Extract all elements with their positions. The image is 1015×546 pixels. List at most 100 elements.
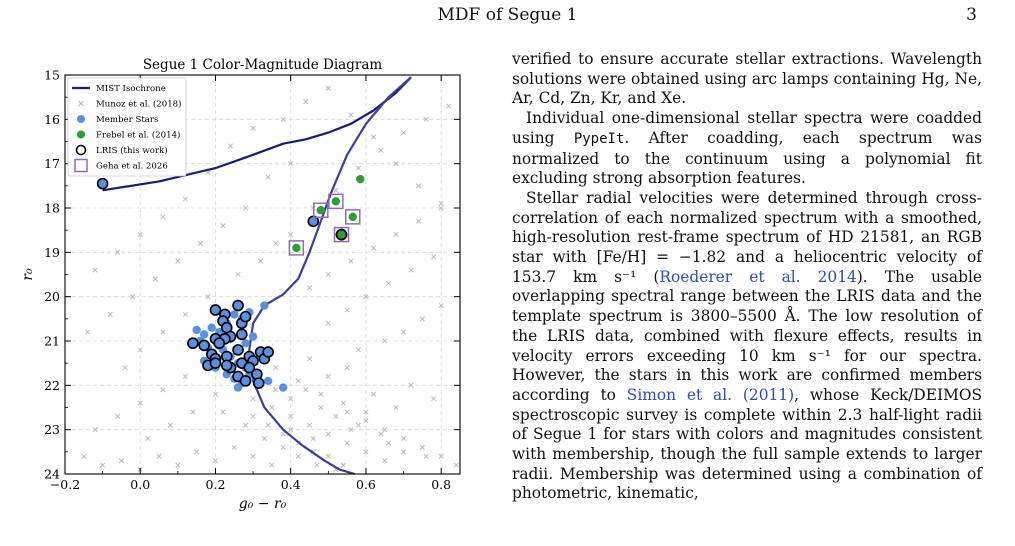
munoz-point-stroke bbox=[382, 338, 388, 344]
lris-point bbox=[232, 344, 244, 356]
munoz-point-stroke bbox=[348, 258, 354, 264]
munoz-point-stroke bbox=[156, 453, 162, 459]
lris-point bbox=[220, 359, 233, 372]
cmd-figure: Segue 1 Color-Magnitude Diagram −0.2 0.0 0.… bbox=[10, 52, 470, 542]
munoz-point-stroke bbox=[265, 422, 271, 428]
munoz-point-stroke bbox=[438, 201, 444, 207]
munoz-point-stroke bbox=[231, 444, 237, 450]
munoz-point-stroke bbox=[401, 449, 407, 455]
y-tick-label: 17 bbox=[44, 156, 60, 171]
munoz-point-stroke bbox=[401, 435, 407, 442]
munoz-point-stroke bbox=[250, 396, 256, 402]
legend-label: LRIS (this work) bbox=[96, 145, 168, 156]
frebel-point bbox=[348, 212, 357, 222]
munoz-point-stroke bbox=[333, 413, 339, 419]
munoz-point-stroke bbox=[250, 413, 256, 419]
munoz-point-stroke bbox=[355, 422, 361, 428]
munoz-point-stroke bbox=[325, 431, 331, 437]
munoz-point-stroke bbox=[419, 316, 425, 322]
lris-point bbox=[213, 337, 226, 350]
munoz-point-stroke bbox=[152, 276, 158, 282]
y-tick-label: 19 bbox=[44, 245, 60, 260]
munoz-point-stroke bbox=[325, 373, 331, 380]
munoz-point-stroke bbox=[130, 294, 136, 300]
lris-point bbox=[239, 310, 252, 323]
munoz-point-stroke bbox=[100, 462, 106, 468]
cmd-chart: Segue 1 Color-Magnitude Diagram −0.2 0.0 0.… bbox=[20, 57, 461, 512]
citation-roederer-2014[interactable]: Roederer et al. 2014 bbox=[659, 267, 857, 286]
munoz-point-stroke bbox=[325, 453, 331, 459]
munoz-point-stroke bbox=[385, 440, 392, 446]
member-point bbox=[278, 383, 288, 392]
munoz-point-stroke bbox=[385, 280, 392, 286]
munoz-point-stroke bbox=[370, 134, 377, 140]
munoz-point-stroke bbox=[122, 365, 128, 371]
munoz-point-stroke bbox=[280, 444, 286, 450]
munoz-point-stroke bbox=[227, 143, 234, 149]
munoz-point-stroke bbox=[288, 396, 294, 402]
munoz-point-stroke bbox=[137, 232, 143, 238]
munoz-point-stroke bbox=[423, 453, 429, 459]
citation-simon-2011[interactable]: Simon et al. (2011) bbox=[626, 385, 795, 404]
x-tick-label: 0.4 bbox=[281, 477, 301, 492]
frebel-point bbox=[316, 206, 326, 215]
munoz-point-stroke bbox=[107, 311, 113, 317]
munoz-point-stroke bbox=[446, 103, 452, 109]
munoz-point-stroke bbox=[416, 183, 422, 189]
legend-dot-marker bbox=[77, 130, 85, 139]
munoz-point-stroke bbox=[92, 427, 98, 433]
x-tick-label: 0.2 bbox=[206, 477, 226, 492]
munoz-point-stroke bbox=[306, 422, 313, 428]
munoz-point-stroke bbox=[438, 302, 444, 309]
frebel-point bbox=[292, 243, 301, 253]
munoz-point-stroke bbox=[431, 396, 437, 402]
legend-ring-marker bbox=[75, 144, 87, 156]
y-tick-label: 23 bbox=[44, 422, 60, 437]
munoz-point-stroke bbox=[288, 413, 294, 419]
y-tick-label: 21 bbox=[44, 334, 60, 349]
munoz-point-stroke bbox=[423, 116, 429, 122]
munoz-point-stroke bbox=[273, 240, 279, 247]
munoz-point-stroke bbox=[261, 435, 267, 442]
member-point bbox=[260, 301, 269, 310]
y-tick-label: 18 bbox=[44, 201, 60, 216]
geha-point bbox=[288, 240, 305, 256]
member-point bbox=[263, 376, 273, 386]
munoz-point-stroke bbox=[363, 418, 369, 424]
y-tick-label: 16 bbox=[44, 112, 60, 127]
munoz-point-stroke bbox=[408, 267, 414, 273]
chart-title: Segue 1 Color-Magnitude Diagram bbox=[143, 57, 383, 73]
paragraph-1: verified to ensure accurate stellar extr… bbox=[512, 50, 982, 109]
running-title: MDF of Segue 1 bbox=[437, 5, 578, 25]
legend-label: Geha et al. 2026 bbox=[96, 162, 168, 172]
munoz-point-stroke bbox=[303, 99, 309, 105]
munoz-point-stroke bbox=[382, 458, 388, 464]
legend-label: Frebel et al. (2014) bbox=[96, 130, 180, 141]
munoz-point-stroke bbox=[258, 258, 264, 264]
munoz-point-stroke bbox=[325, 320, 331, 326]
munoz-point-stroke bbox=[314, 462, 320, 468]
p3-text-a: Stellar radial velocities were determine… bbox=[512, 188, 982, 286]
munoz-point-stroke bbox=[273, 365, 279, 371]
munoz-point-stroke bbox=[92, 267, 98, 273]
munoz-point-stroke bbox=[273, 387, 279, 393]
munoz-point-stroke bbox=[382, 427, 388, 433]
munoz-point-stroke bbox=[318, 391, 324, 397]
munoz-point-stroke bbox=[197, 240, 203, 247]
munoz-point-stroke bbox=[288, 232, 294, 238]
geha-point bbox=[328, 193, 344, 210]
munoz-point-stroke bbox=[401, 130, 407, 136]
legend-label: MIST Isochrone bbox=[96, 84, 166, 94]
munoz-point-stroke bbox=[250, 453, 256, 459]
munoz-point-stroke bbox=[310, 435, 316, 442]
legend-box bbox=[67, 77, 187, 177]
munoz-point-stroke bbox=[190, 409, 196, 415]
munoz-point-stroke bbox=[303, 387, 309, 393]
member-point bbox=[241, 339, 250, 348]
munoz-point-stroke bbox=[182, 373, 188, 380]
munoz-point-stroke bbox=[325, 85, 331, 91]
munoz-point-stroke bbox=[363, 294, 369, 300]
lris-point bbox=[187, 337, 199, 350]
munoz-point-stroke bbox=[344, 409, 350, 415]
munoz-point-stroke bbox=[325, 271, 331, 278]
